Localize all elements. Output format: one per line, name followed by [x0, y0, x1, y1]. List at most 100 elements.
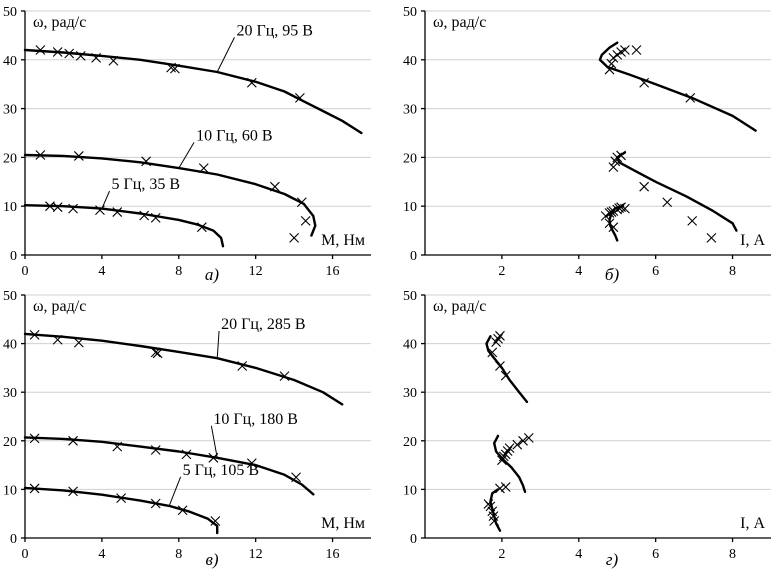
series-curve: [23, 48, 363, 135]
y-axis-label: ω, рад/с: [33, 298, 86, 315]
data-point-marker: [279, 371, 290, 382]
data-point-marker: [631, 45, 642, 55]
data-point-marker: [512, 439, 523, 450]
data-point-marker: [68, 435, 78, 446]
data-point-marker: [495, 483, 505, 494]
marker-stroke: [35, 45, 46, 55]
marker-stroke: [608, 222, 619, 233]
y-tick-label: 50: [3, 5, 17, 20]
marker-stroke: [64, 48, 75, 59]
data-point-marker: [112, 207, 123, 217]
marker-stroke: [523, 432, 534, 443]
marker-stroke: [687, 215, 698, 226]
data-point-marker: [141, 156, 151, 167]
data-point-marker: [523, 432, 534, 443]
marker-stroke: [112, 441, 123, 452]
data-point-marker: [606, 207, 617, 217]
marker-stroke: [237, 361, 248, 371]
data-point-marker: [139, 210, 150, 221]
data-point-marker: [639, 77, 650, 88]
data-point-marker: [196, 222, 207, 233]
marker-stroke: [639, 77, 650, 88]
data-point-marker: [485, 501, 496, 512]
marker-stroke: [150, 213, 161, 223]
data-point-marker: [150, 213, 161, 223]
data-point-marker: [620, 45, 630, 55]
y-tick-label: 0: [410, 532, 417, 547]
marker-stroke: [500, 482, 511, 492]
x-tick-label: 6: [652, 264, 659, 279]
y-tick-label: 40: [3, 338, 17, 353]
data-point-marker: [73, 337, 84, 348]
y-tick-label: 10: [403, 200, 417, 215]
marker-stroke: [116, 493, 127, 504]
marker-stroke: [493, 333, 503, 344]
data-point-marker: [269, 181, 280, 192]
marker-stroke: [68, 203, 78, 214]
marker-stroke: [512, 439, 523, 450]
series-curve: [616, 151, 738, 232]
marker-stroke: [177, 505, 188, 516]
data-point-marker: [687, 215, 698, 226]
y-tick-label: 10: [403, 483, 417, 498]
marker-stroke: [139, 210, 150, 221]
marker-stroke: [166, 62, 176, 73]
chart-panel-b: 0 10 20 30 40 50 2 4 6 8 ω, рад/с I, А б): [403, 5, 771, 284]
data-point-marker: [289, 233, 300, 243]
marker-stroke: [269, 181, 280, 192]
y-tick-label: 40: [3, 54, 17, 69]
marker-stroke: [300, 215, 311, 226]
data-point-marker: [606, 58, 617, 69]
y-axis-label: ω, рад/с: [433, 14, 486, 31]
series-label: 10 Гц, 180 В: [213, 411, 297, 428]
marker-stroke: [29, 433, 40, 444]
data-point-marker: [181, 449, 192, 460]
x-tick-label: 0: [22, 264, 29, 279]
marker-stroke: [620, 203, 630, 214]
marker-stroke: [73, 151, 84, 161]
x-tick-label: 6: [652, 547, 659, 562]
marker-stroke: [150, 347, 161, 358]
y-axis-label: ω, рад/с: [433, 298, 486, 315]
panel-caption: в): [205, 550, 218, 569]
data-point-marker: [604, 64, 615, 75]
marker-stroke: [631, 45, 642, 55]
series-label: 5 Гц, 35 В: [112, 176, 180, 193]
marker-stroke: [606, 207, 617, 217]
x-tick-label: 2: [498, 264, 505, 279]
data-point-marker: [500, 482, 511, 492]
y-tick-label: 20: [3, 151, 17, 166]
marker-stroke: [150, 498, 161, 509]
series-curve: [23, 332, 344, 406]
series-label-leader: [101, 190, 110, 209]
marker-stroke: [170, 63, 180, 74]
chart-panel-a: 0 10 20 30 40 50 0 4 8 12 16 ω, рад/с M, Нм а) 20 Гц, …: [3, 5, 371, 284]
series-label-leader: [216, 37, 235, 73]
data-point-marker: [495, 361, 505, 371]
marker-stroke: [291, 472, 301, 483]
marker-stroke: [620, 45, 630, 55]
data-point-marker: [91, 52, 102, 63]
data-point-marker: [487, 347, 498, 358]
data-point-marker: [246, 77, 257, 88]
marker-stroke: [294, 92, 305, 103]
marker-stroke: [608, 162, 619, 173]
data-point-marker: [493, 333, 503, 344]
x-tick-label: 8: [175, 547, 182, 562]
y-tick-label: 30: [403, 386, 417, 401]
data-point-marker: [170, 63, 180, 74]
marker-stroke: [246, 77, 257, 88]
marker-stroke: [108, 55, 119, 66]
data-point-marker: [35, 150, 46, 160]
marker-stroke: [73, 337, 84, 348]
series-curve: [23, 436, 315, 496]
panel-caption: г): [606, 550, 619, 569]
marker-stroke: [489, 516, 500, 526]
data-point-marker: [616, 150, 626, 161]
data-point-marker: [639, 181, 650, 192]
marker-stroke: [606, 58, 617, 69]
x-tick-label: 4: [575, 547, 582, 562]
data-point-marker: [518, 435, 528, 446]
series-label-leader: [178, 142, 195, 169]
data-point-marker: [489, 516, 500, 526]
